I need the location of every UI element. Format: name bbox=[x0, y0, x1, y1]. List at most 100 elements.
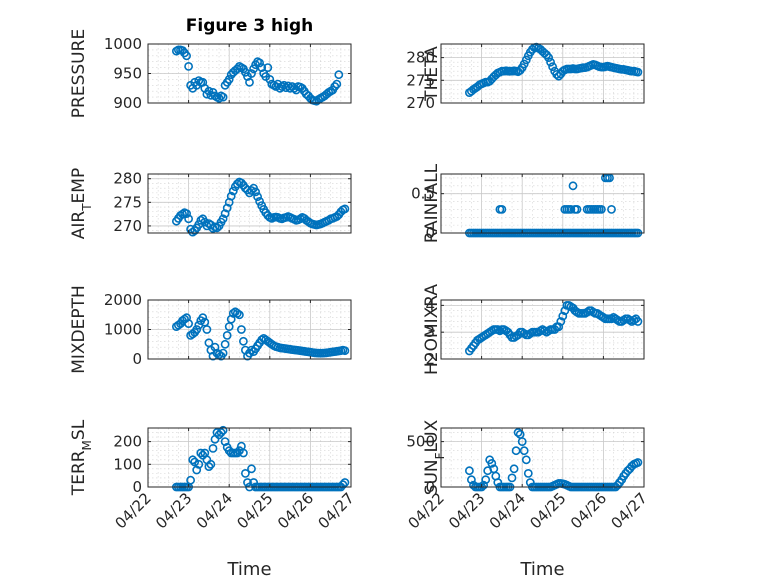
subplot-3: 270 275 280 AIRTEMP bbox=[69, 168, 352, 239]
data-point bbox=[240, 468, 250, 478]
y-tick-label: 275 bbox=[113, 193, 142, 211]
y-axis-label: PRESSURE bbox=[69, 29, 89, 118]
data-point bbox=[194, 459, 204, 469]
data-point bbox=[216, 428, 226, 437]
axes-box bbox=[440, 43, 645, 104]
data-point bbox=[481, 475, 491, 485]
y-tick-label: 2 bbox=[425, 350, 435, 368]
data-point bbox=[249, 64, 258, 74]
data-point bbox=[633, 67, 643, 77]
data-point bbox=[340, 204, 350, 214]
y-axis-label: TERRMSL bbox=[69, 419, 94, 496]
y-tick-label: 200 bbox=[113, 433, 142, 451]
data-point bbox=[220, 209, 230, 218]
y-tick-label: 0 bbox=[425, 224, 435, 242]
data-point bbox=[224, 75, 234, 84]
data-point bbox=[330, 82, 340, 91]
subplot-8: 050004/2204/2304/2404/2504/2604/27TimeSU… bbox=[405, 419, 651, 580]
data-point bbox=[198, 313, 208, 323]
axes-box bbox=[440, 427, 645, 488]
x-tick-label: 04/27 bbox=[315, 489, 358, 532]
data-point bbox=[487, 458, 497, 468]
data-point bbox=[265, 75, 275, 84]
data-point bbox=[208, 443, 218, 453]
y-tick-label: 900 bbox=[113, 94, 142, 112]
data-point bbox=[546, 57, 555, 67]
data-point bbox=[548, 62, 557, 72]
x-tick-label: 04/24 bbox=[193, 489, 236, 532]
x-tick-label: 04/25 bbox=[233, 489, 276, 532]
data-point bbox=[222, 203, 232, 213]
y-tick-label: 0.5 bbox=[411, 185, 435, 203]
data-point bbox=[184, 62, 193, 71]
data-point bbox=[281, 83, 291, 93]
data-point bbox=[204, 462, 214, 471]
data-point bbox=[633, 317, 643, 326]
data-point bbox=[212, 223, 222, 233]
data-point bbox=[184, 214, 193, 224]
data-point bbox=[247, 186, 256, 195]
data-point bbox=[194, 76, 204, 85]
y-axis-label: AIRTEMP bbox=[69, 168, 94, 239]
data-point bbox=[243, 478, 252, 487]
y-axis-label: THETA bbox=[422, 46, 442, 102]
data-point bbox=[232, 179, 242, 189]
data-point bbox=[247, 69, 256, 78]
x-tick-label: 04/25 bbox=[526, 489, 569, 532]
data-point bbox=[182, 209, 191, 218]
data-point bbox=[560, 306, 570, 316]
subplot-7: 010020004/2204/2304/2404/2504/2604/27Tim… bbox=[69, 419, 358, 580]
y-tick-label: 280 bbox=[406, 49, 435, 67]
subplot-1: 900 950 1000 PRESSURE Figure 3 high bbox=[69, 16, 352, 118]
data-point bbox=[334, 70, 344, 80]
data-point bbox=[188, 455, 198, 465]
data-point bbox=[554, 322, 564, 332]
data-point bbox=[178, 46, 187, 55]
x-axis-label: Time bbox=[226, 559, 271, 580]
data-point bbox=[340, 478, 350, 487]
y-tick-label: 3 bbox=[425, 323, 435, 341]
data-point bbox=[633, 458, 643, 467]
data-point bbox=[220, 339, 230, 349]
data-point bbox=[204, 86, 214, 96]
data-point bbox=[479, 480, 488, 490]
data-point bbox=[228, 308, 238, 318]
x-tick-label: 04/26 bbox=[274, 489, 317, 532]
data-point bbox=[568, 181, 578, 191]
data-point bbox=[253, 192, 262, 202]
data-points bbox=[464, 42, 643, 97]
x-tick-label: 04/23 bbox=[445, 489, 488, 532]
y-tick-label: 270 bbox=[113, 217, 142, 235]
x-tick-label: 04/26 bbox=[567, 489, 610, 532]
y-tick-label: 950 bbox=[113, 65, 142, 83]
y-tick-label: 0 bbox=[425, 478, 435, 496]
y-axis-label: RAINFALL bbox=[422, 163, 442, 243]
data-point bbox=[521, 55, 531, 65]
data-point bbox=[521, 455, 531, 465]
data-point bbox=[192, 325, 202, 334]
data-point bbox=[247, 464, 256, 474]
data-point bbox=[566, 204, 576, 214]
data-point bbox=[245, 77, 254, 87]
data-point bbox=[232, 448, 242, 458]
data-points bbox=[171, 307, 350, 361]
y-tick-label: 100 bbox=[113, 455, 142, 473]
data-point bbox=[597, 204, 606, 214]
data-point bbox=[232, 64, 242, 74]
data-point bbox=[196, 448, 206, 458]
y-tick-label: 0 bbox=[132, 478, 142, 496]
data-point bbox=[572, 204, 582, 214]
x-tick-label: 04/27 bbox=[608, 489, 651, 532]
y-axis-label: H2OMIXRA bbox=[422, 284, 442, 375]
data-point bbox=[218, 425, 228, 435]
data-point bbox=[507, 473, 517, 483]
axes-box bbox=[440, 173, 645, 234]
data-point bbox=[228, 186, 238, 196]
data-point bbox=[497, 204, 507, 214]
chart-title: Figure 3 high bbox=[186, 16, 314, 36]
data-point bbox=[186, 475, 195, 485]
data-point bbox=[607, 204, 616, 214]
